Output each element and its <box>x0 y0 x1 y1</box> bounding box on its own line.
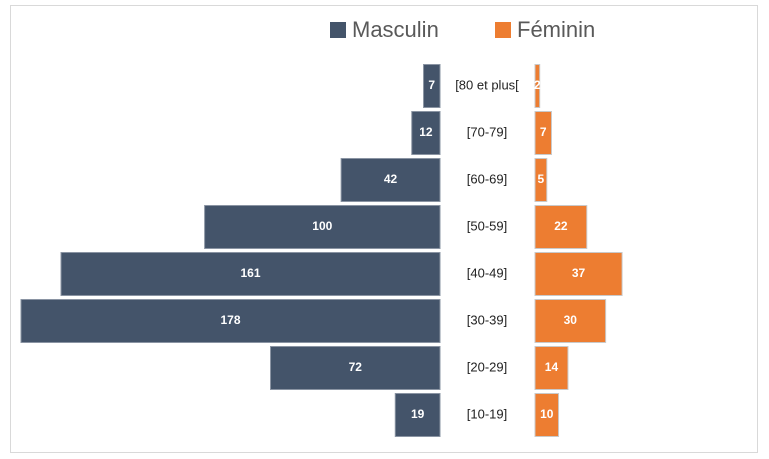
data-label: 7 <box>428 78 435 92</box>
legend-swatch <box>330 22 346 38</box>
bar <box>394 393 441 437</box>
category-label: [50-59] <box>467 218 507 233</box>
category-label: [40-49] <box>467 265 507 280</box>
data-label: 161 <box>240 266 260 280</box>
data-label: 42 <box>384 172 398 186</box>
bar <box>411 111 441 155</box>
data-label: 5 <box>538 172 545 186</box>
bar <box>534 346 569 390</box>
bar <box>270 346 441 390</box>
bar <box>534 252 623 296</box>
legend-label: Masculin <box>352 17 439 42</box>
data-label: 2 <box>534 78 541 92</box>
bar <box>340 158 441 202</box>
category-label: [60-69] <box>467 171 507 186</box>
data-label: 12 <box>419 125 433 139</box>
data-label: 14 <box>545 360 559 374</box>
category-label: [10-19] <box>467 406 507 421</box>
bar <box>534 205 588 249</box>
bar <box>423 64 441 108</box>
bar <box>534 64 541 108</box>
category-label: [20-29] <box>467 359 507 374</box>
category-label: [80 et plus[ <box>455 77 519 92</box>
data-label: 37 <box>572 266 586 280</box>
bar <box>534 158 548 202</box>
legend-swatch <box>495 22 511 38</box>
category-label: [70-79] <box>467 124 507 139</box>
data-label: 10 <box>540 407 554 421</box>
data-label: 100 <box>312 219 332 233</box>
bar <box>534 299 607 343</box>
bar <box>60 252 441 296</box>
legend-label: Féminin <box>517 17 595 42</box>
data-label: 72 <box>349 360 363 374</box>
bar <box>534 393 560 437</box>
data-label: 19 <box>411 407 425 421</box>
data-label: 30 <box>564 313 578 327</box>
data-label: 22 <box>554 219 568 233</box>
data-label: 7 <box>540 125 547 139</box>
bar <box>534 111 552 155</box>
category-label: [30-39] <box>467 312 507 327</box>
bar <box>20 299 441 343</box>
data-label: 178 <box>220 313 240 327</box>
bar <box>204 205 441 249</box>
